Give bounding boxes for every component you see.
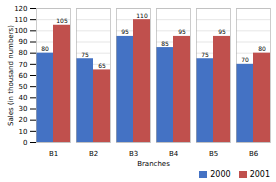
svg-text:105: 105 [56, 17, 68, 24]
svg-text:B5: B5 [209, 150, 218, 158]
svg-text:B4: B4 [169, 150, 179, 158]
svg-text:40: 40 [19, 94, 28, 102]
svg-text:95: 95 [178, 28, 186, 35]
svg-text:110: 110 [14, 16, 27, 24]
svg-text:80: 80 [19, 49, 28, 57]
svg-text:120: 120 [14, 5, 27, 13]
svg-text:30: 30 [19, 105, 28, 113]
svg-text:95: 95 [121, 28, 129, 35]
svg-text:70: 70 [19, 61, 28, 69]
svg-text:0: 0 [23, 139, 27, 147]
svg-text:75: 75 [201, 51, 209, 58]
svg-text:10: 10 [19, 128, 28, 136]
svg-text:20: 20 [19, 116, 28, 124]
svg-text:110: 110 [136, 12, 148, 19]
svg-text:50: 50 [19, 83, 28, 91]
svg-text:B6: B6 [249, 150, 259, 158]
html-text:2001: 2001 [249, 169, 270, 179]
svg-text:80: 80 [258, 45, 266, 52]
svg-text:B2: B2 [89, 150, 98, 158]
svg-text:Sales (in thousand numbers): Sales (in thousand numbers) [7, 25, 15, 126]
svg-text:80: 80 [41, 45, 49, 52]
svg-text:85: 85 [161, 40, 169, 47]
svg-text:60: 60 [19, 72, 28, 80]
svg-text:B3: B3 [129, 150, 138, 158]
svg-text:Branches: Branches [137, 160, 170, 168]
svg-text:70: 70 [241, 56, 249, 63]
svg-text:100: 100 [14, 27, 27, 35]
svg-text:95: 95 [218, 28, 226, 35]
svg-text:B1: B1 [49, 150, 58, 158]
svg-text:65: 65 [98, 62, 106, 69]
svg-text:90: 90 [19, 38, 28, 46]
html-text:2000: 2000 [210, 169, 231, 179]
svg-text:75: 75 [81, 51, 89, 58]
